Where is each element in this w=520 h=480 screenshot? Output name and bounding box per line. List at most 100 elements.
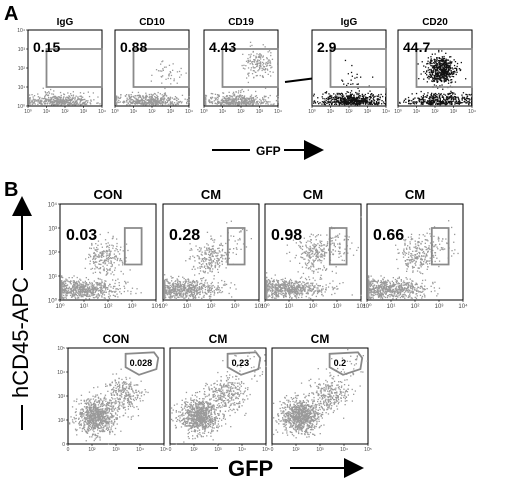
event-dot	[443, 93, 445, 95]
event-dot	[269, 101, 271, 103]
event-dot	[116, 293, 118, 295]
event-dot	[349, 92, 352, 94]
event-dot	[128, 95, 130, 97]
event-dot	[411, 100, 413, 102]
event-dot	[327, 101, 329, 103]
event-dot	[272, 71, 274, 73]
event-dot	[140, 99, 142, 102]
event-dot	[459, 69, 461, 72]
event-dot	[277, 100, 279, 102]
event-dot	[437, 64, 439, 66]
event-dot	[101, 251, 103, 254]
event-dot	[70, 103, 72, 105]
event-dot	[62, 292, 64, 294]
event-dot	[377, 103, 379, 106]
event-dot	[69, 288, 71, 290]
event-dot	[134, 103, 137, 105]
event-dot	[104, 259, 106, 261]
event-dot	[256, 63, 258, 65]
event-dot	[31, 101, 33, 103]
event-dot	[168, 64, 171, 66]
event-dot	[260, 58, 262, 60]
event-dot	[431, 53, 433, 55]
event-dot	[413, 98, 415, 100]
event-dot	[257, 62, 259, 65]
event-dot	[426, 70, 428, 72]
event-dot	[45, 102, 47, 105]
event-dot	[62, 284, 65, 286]
event-dot	[347, 73, 349, 75]
event-dot	[186, 102, 188, 105]
event-dot	[110, 265, 112, 268]
event-dot	[94, 291, 96, 294]
event-dot	[236, 102, 238, 104]
event-dot	[356, 104, 359, 106]
event-dot	[184, 281, 187, 284]
event-dot	[83, 286, 86, 288]
event-dot	[313, 100, 316, 102]
event-dot	[445, 58, 447, 60]
event-dot	[385, 93, 387, 95]
event-dot	[91, 244, 93, 246]
event-dot	[438, 64, 441, 66]
event-dot	[68, 286, 71, 288]
event-dot	[254, 59, 256, 61]
event-dot	[179, 281, 182, 283]
event-dot	[50, 104, 53, 106]
event-dot	[80, 289, 82, 291]
event-dot	[201, 287, 203, 289]
event-dot	[57, 101, 60, 103]
event-dot	[106, 246, 108, 248]
event-dot	[344, 97, 346, 100]
event-dot	[166, 287, 168, 289]
event-dot	[164, 294, 166, 296]
event-dot	[79, 291, 81, 293]
event-dot	[365, 101, 367, 104]
event-dot	[415, 103, 418, 105]
event-dot	[129, 269, 131, 271]
event-dot	[101, 246, 103, 248]
event-dot	[214, 239, 216, 241]
event-dot	[85, 288, 87, 291]
event-dot	[101, 254, 103, 257]
event-dot	[212, 255, 214, 258]
event-dot	[314, 101, 316, 103]
event-dot	[149, 100, 151, 102]
event-dot	[351, 102, 353, 105]
event-dot	[114, 250, 116, 252]
event-dot	[465, 99, 468, 102]
event-dot	[326, 97, 328, 100]
event-dot	[157, 98, 159, 100]
event-dot	[348, 98, 350, 100]
event-dot	[103, 297, 105, 299]
event-dot	[435, 96, 437, 98]
event-dot	[97, 294, 99, 296]
event-dot	[54, 103, 56, 106]
event-dot	[173, 98, 175, 100]
event-dot	[196, 289, 198, 292]
event-dot	[311, 294, 313, 296]
event-dot	[69, 100, 72, 102]
event-dot	[266, 57, 268, 59]
event-dot	[217, 263, 219, 266]
event-dot	[165, 278, 167, 281]
event-dot	[153, 102, 155, 104]
event-dot	[166, 290, 168, 292]
event-dot	[109, 252, 111, 254]
event-dot	[329, 98, 331, 100]
event-dot	[77, 295, 79, 297]
event-dot	[119, 258, 122, 260]
event-dot	[193, 292, 196, 294]
event-dot	[378, 94, 380, 96]
event-dot	[214, 251, 217, 254]
event-dot	[409, 99, 411, 102]
event-dot	[176, 97, 178, 99]
event-dot	[138, 96, 140, 98]
event-dot	[61, 282, 63, 284]
event-dot	[160, 63, 162, 65]
event-dot	[348, 102, 350, 104]
event-dot	[445, 80, 447, 82]
event-dot	[256, 101, 258, 103]
gate	[221, 48, 279, 88]
